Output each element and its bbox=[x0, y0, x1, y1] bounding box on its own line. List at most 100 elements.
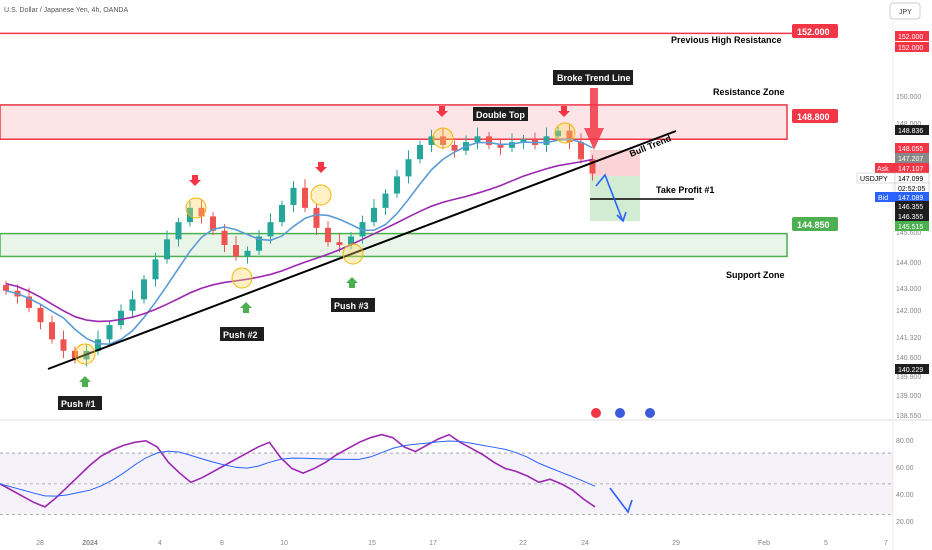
price-tick-label: 148.000 bbox=[896, 121, 921, 128]
candle-body bbox=[440, 136, 446, 145]
rsi-panel: 80.00 60.00 40.00 20.00 bbox=[0, 433, 914, 526]
price-tick-label: 142.000 bbox=[896, 308, 921, 315]
scale-tag-top-a bbox=[895, 31, 929, 41]
candle-body bbox=[141, 279, 147, 300]
scale-low-value: 140.229 bbox=[898, 367, 923, 374]
down-arrow-icon bbox=[189, 175, 201, 186]
scale-tag-bid bbox=[895, 192, 929, 202]
push3-box bbox=[331, 298, 375, 312]
candle-body bbox=[129, 299, 136, 311]
zones-layer bbox=[0, 32, 792, 258]
time-tick-label: 17 bbox=[429, 540, 437, 547]
price-tick-label: 139.000 bbox=[896, 393, 921, 400]
down-arrow-icon bbox=[436, 106, 448, 117]
level-support-value: 144.850 bbox=[797, 220, 830, 230]
candle-body bbox=[348, 236, 354, 246]
candle-body bbox=[371, 207, 377, 223]
candle-body bbox=[325, 227, 331, 243]
candle-body bbox=[566, 130, 573, 143]
candle-body bbox=[187, 207, 193, 223]
broke-trend-label: Broke Trend Line bbox=[557, 73, 631, 83]
candle-body bbox=[37, 307, 44, 323]
candle-body bbox=[49, 322, 55, 340]
down-arrow-icon bbox=[315, 162, 327, 173]
projection-path bbox=[595, 173, 623, 220]
price-tick-label: 145.600 bbox=[896, 230, 921, 237]
candle-body bbox=[589, 159, 596, 174]
us-flag-event-icon bbox=[615, 408, 625, 418]
time-tick-label: 29 bbox=[672, 540, 680, 547]
candle-body bbox=[267, 222, 274, 237]
level-high-tag bbox=[792, 24, 838, 38]
time-tick-label: 4 bbox=[158, 540, 162, 547]
scale-tag-top-b bbox=[895, 42, 929, 52]
price-tick-label: 139.900 bbox=[896, 374, 921, 381]
candle-body bbox=[60, 339, 67, 351]
candle-body bbox=[302, 187, 308, 208]
scale-red-b-value: 147.207 bbox=[898, 156, 923, 163]
time-tick-label: 7 bbox=[884, 540, 888, 547]
candle-body bbox=[221, 230, 228, 246]
us-flag-event-icon bbox=[645, 408, 655, 418]
scale-ask-value: 147.107 bbox=[898, 166, 923, 173]
symbol-title: U.S. Dollar / Japanese Yen, 4h, OANDA bbox=[4, 7, 128, 14]
scale-red-top-value: 148.055 bbox=[898, 146, 923, 153]
time-tick-label: 28 bbox=[36, 540, 44, 547]
candle-body bbox=[256, 236, 262, 251]
scale-tag-green-bottom bbox=[895, 221, 929, 231]
scale-tp-b-value: 146.355 bbox=[898, 214, 923, 221]
candle-body bbox=[244, 250, 251, 257]
level-resistance-value: 148.800 bbox=[797, 112, 830, 122]
candle-body bbox=[3, 285, 9, 291]
rsi-line bbox=[0, 433, 596, 508]
scale-tag-ask bbox=[895, 163, 929, 173]
pivot-highlight-circle bbox=[342, 243, 364, 265]
bid-tag bbox=[875, 192, 895, 202]
push2-label: Push #2 bbox=[223, 330, 258, 340]
pivot-highlight-circle bbox=[432, 127, 454, 149]
moving-averages-layer bbox=[5, 138, 593, 345]
candle-body bbox=[509, 142, 515, 148]
rsi-tick-label: 20.00 bbox=[896, 519, 914, 526]
up-arrow-icon bbox=[346, 277, 358, 288]
time-tick-label: 24 bbox=[581, 540, 589, 547]
candle-body bbox=[555, 130, 561, 137]
rsi-tick-label: 40.00 bbox=[896, 492, 914, 499]
price-tick-label: 138.550 bbox=[896, 413, 921, 420]
annotations-layer bbox=[47, 88, 677, 418]
candle-body bbox=[394, 176, 400, 194]
push1-label: Push #1 bbox=[61, 399, 96, 409]
candle-body bbox=[336, 242, 343, 246]
up-arrow-icon bbox=[79, 376, 91, 387]
time-tick-label: 10 bbox=[280, 540, 288, 547]
time-tick-label: 5 bbox=[824, 540, 828, 547]
double-top-label: Double Top bbox=[476, 110, 525, 120]
support-zone-label: Support Zone bbox=[726, 270, 785, 280]
push1-box bbox=[58, 396, 102, 410]
pivot-highlight-circle bbox=[185, 197, 207, 219]
time-tick-label: 22 bbox=[519, 540, 527, 547]
candle-body bbox=[152, 259, 159, 280]
scale-tag-red-b bbox=[895, 153, 929, 163]
level-high-value: 152.000 bbox=[797, 27, 830, 37]
scale-green-bottom-value: 145.515 bbox=[898, 224, 923, 231]
candle-body bbox=[428, 136, 435, 145]
scale-tag-tp-b bbox=[895, 211, 929, 221]
candle-body bbox=[474, 136, 481, 143]
currency-box[interactable] bbox=[889, 2, 921, 20]
broke-trend-box bbox=[553, 70, 633, 85]
candle-body bbox=[95, 339, 101, 351]
level-resistance-tag bbox=[792, 109, 838, 123]
candle-body bbox=[497, 144, 504, 148]
resistance-zone-box bbox=[0, 104, 788, 140]
scale-bid-value: 147.089 bbox=[898, 195, 923, 202]
candle-body bbox=[118, 310, 124, 326]
candle-body bbox=[520, 139, 527, 143]
scale-tp-a-value: 146.355 bbox=[898, 204, 923, 211]
candle-body bbox=[405, 159, 412, 177]
currency-label: JPY bbox=[899, 9, 912, 16]
candle-body bbox=[382, 193, 389, 208]
fast-moving-average bbox=[5, 138, 593, 345]
